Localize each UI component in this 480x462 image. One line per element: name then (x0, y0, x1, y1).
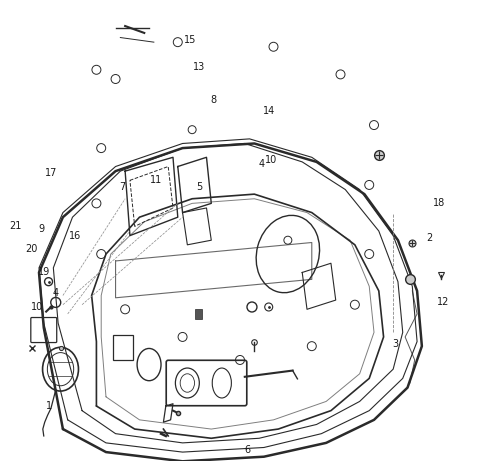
Text: 8: 8 (211, 95, 217, 105)
Text: 10: 10 (265, 155, 277, 164)
Text: 1: 1 (46, 401, 52, 411)
Text: 15: 15 (183, 35, 196, 45)
Text: 19: 19 (37, 267, 50, 278)
Text: 4: 4 (258, 159, 264, 169)
Bar (113, 334, 133, 360)
Text: 2: 2 (426, 233, 432, 243)
Text: 5: 5 (196, 182, 203, 192)
Text: 7: 7 (120, 182, 126, 192)
Text: 3: 3 (393, 339, 398, 349)
Text: 17: 17 (45, 169, 57, 178)
Text: 10: 10 (30, 302, 43, 312)
Text: 16: 16 (69, 231, 81, 241)
Text: 13: 13 (193, 62, 205, 73)
Text: 14: 14 (263, 106, 275, 116)
Text: 18: 18 (432, 198, 445, 208)
Text: 21: 21 (9, 221, 21, 231)
Text: 4: 4 (53, 288, 59, 298)
Text: 6: 6 (244, 445, 250, 455)
Bar (194, 309, 202, 319)
Text: 12: 12 (437, 298, 450, 307)
Text: 9: 9 (38, 224, 45, 234)
Text: 11: 11 (150, 176, 162, 185)
Text: 20: 20 (25, 244, 38, 255)
